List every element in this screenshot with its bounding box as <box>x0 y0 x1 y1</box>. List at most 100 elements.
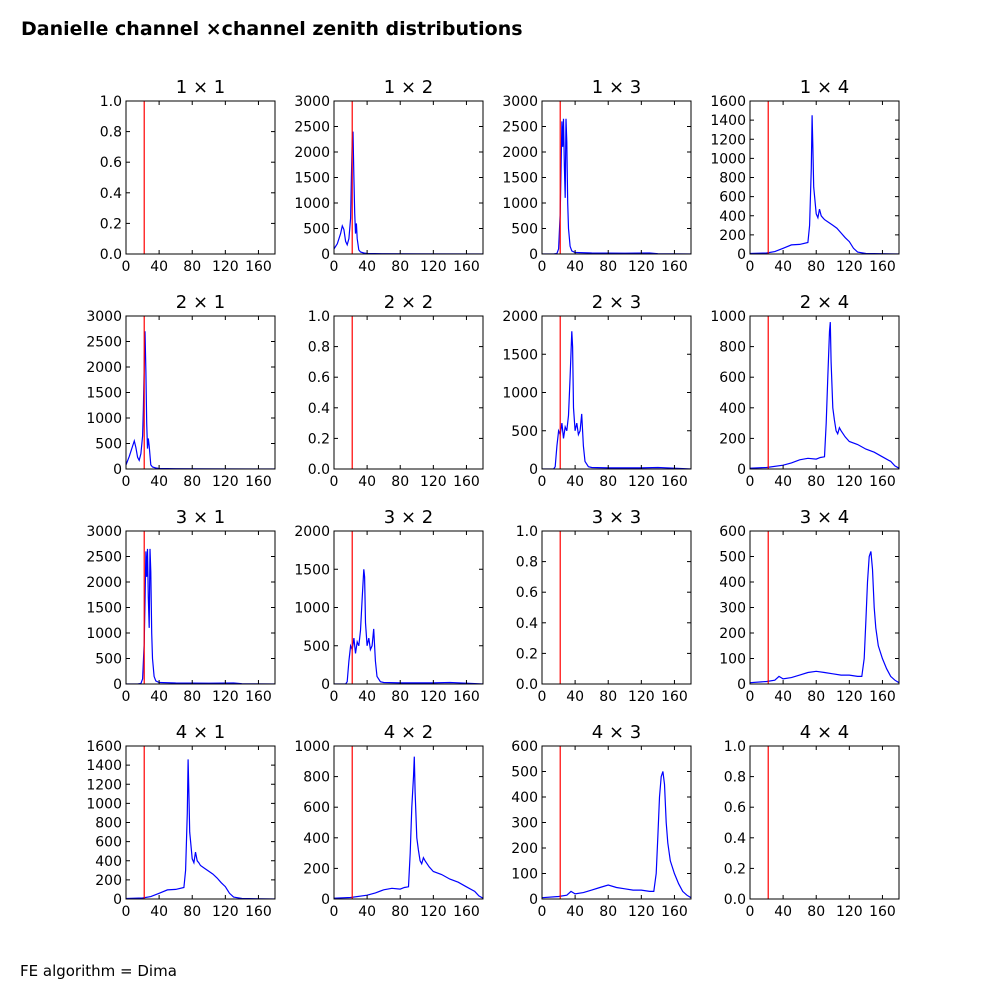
y-tick-label: 600 <box>95 835 122 851</box>
x-tick-label: 0 <box>122 904 131 920</box>
y-tick-label: 500 <box>511 765 538 781</box>
x-tick-label: 80 <box>807 904 825 920</box>
y-tick-label: 600 <box>719 190 746 206</box>
subplot-1x4: 1 × 40 40 80 120 160020040060080010001200140… <box>710 77 900 275</box>
y-tick-label: 0.6 <box>724 800 746 816</box>
subplot-title: 4 × 2 <box>384 722 433 743</box>
y-tick-label: 0.0 <box>100 247 122 263</box>
y-tick-label: 1000 <box>86 411 122 427</box>
x-tick-label: 120 <box>628 259 655 275</box>
subplot-4x3: 4 × 3 0 40 80 120 160 0 100 200 300 400 500 600 <box>511 722 692 920</box>
data-series-line <box>750 551 899 684</box>
y-tick-label: 1.0 <box>100 94 122 110</box>
figure-footer: FE algorithm = Dima <box>20 962 177 980</box>
x-tick-label: 0 <box>746 259 755 275</box>
x-tick-label: 160 <box>245 689 272 705</box>
x-tick-label: 80 <box>183 259 201 275</box>
x-tick-label: 80 <box>183 689 201 705</box>
x-tick-label: 120 <box>836 689 863 705</box>
subplot-title: 1 × 2 <box>384 77 433 98</box>
y-tick-label: 2000 <box>294 524 330 540</box>
plot-frame <box>125 745 276 900</box>
y-tick-label: 500 <box>95 652 122 668</box>
y-tick-label: 0.4 <box>516 616 538 632</box>
y-tick-label: 1400 <box>86 758 122 774</box>
data-series-line <box>750 115 899 254</box>
y-tick-label: 2000 <box>86 360 122 376</box>
x-tick-label: 80 <box>391 689 409 705</box>
x-tick-label: 120 <box>628 904 655 920</box>
data-series-line <box>334 756 483 899</box>
x-tick-label: 160 <box>245 904 272 920</box>
y-tick-label: 2500 <box>86 335 122 351</box>
x-tick-label: 0 <box>746 689 755 705</box>
y-tick-label: 1.0 <box>724 739 746 755</box>
x-tick-label: 160 <box>869 474 896 490</box>
x-tick-label: 40 <box>566 689 584 705</box>
y-tick-label: 3000 <box>502 94 538 110</box>
y-tick-label: 600 <box>303 800 330 816</box>
plot-frame <box>541 745 692 900</box>
x-tick-label: 40 <box>566 474 584 490</box>
x-tick-label: 120 <box>836 474 863 490</box>
y-tick-label: 1000 <box>502 196 538 212</box>
x-tick-label: 0 <box>538 259 547 275</box>
y-tick-label: 0 <box>529 892 538 908</box>
y-tick-label: 400 <box>719 209 746 225</box>
x-tick-label: 120 <box>628 474 655 490</box>
x-tick-label: 0 <box>538 904 547 920</box>
y-tick-label: 3000 <box>86 524 122 540</box>
subplot-3x1: 3 × 1 0 40 80 120 160 0 500 1000 1500 2000 2500 3000 <box>86 507 276 705</box>
subplot-title: 3 × 3 <box>592 507 641 528</box>
y-tick-label: 800 <box>303 770 330 786</box>
data-series-line <box>750 322 899 469</box>
x-tick-label: 0 <box>122 689 131 705</box>
x-tick-label: 80 <box>391 259 409 275</box>
y-tick-label: 400 <box>719 575 746 591</box>
data-series-line <box>542 331 691 469</box>
y-tick-label: 1500 <box>294 171 330 187</box>
x-tick-label: 160 <box>661 259 688 275</box>
data-series-line <box>126 548 275 684</box>
x-tick-label: 80 <box>183 904 201 920</box>
x-tick-label: 160 <box>245 474 272 490</box>
x-tick-label: 40 <box>358 474 376 490</box>
x-tick-label: 80 <box>599 689 617 705</box>
y-tick-label: 0 <box>737 462 746 478</box>
y-tick-label: 1000 <box>502 386 538 402</box>
y-tick-label: 200 <box>95 873 122 889</box>
x-tick-label: 0 <box>330 474 339 490</box>
x-tick-label: 160 <box>869 904 896 920</box>
subplot-2x1: 2 × 1 0 40 80 120 160 0 500 1000 1500 2000 2500 3000 <box>86 292 276 490</box>
y-tick-label: 500 <box>511 222 538 238</box>
y-tick-label: 1000 <box>710 151 746 167</box>
y-tick-label: 1500 <box>86 386 122 402</box>
y-tick-label: 2000 <box>502 309 538 325</box>
y-tick-label: 500 <box>303 222 330 238</box>
x-tick-label: 40 <box>150 259 168 275</box>
y-tick-label: 1.0 <box>308 309 330 325</box>
y-tick-label: 500 <box>95 437 122 453</box>
y-tick-label: 1500 <box>502 347 538 363</box>
y-tick-label: 2000 <box>502 145 538 161</box>
y-tick-label: 0 <box>321 677 330 693</box>
subplot-4x4: 4 × 4 0 40 80 120 160 0.0 0.2 0.4 0.6 0.8 1.0 <box>724 722 900 920</box>
y-tick-label: 1500 <box>502 171 538 187</box>
y-tick-label: 800 <box>719 340 746 356</box>
subplot-title: 4 × 3 <box>592 722 641 743</box>
plot-frame <box>749 315 900 470</box>
plot-frame <box>333 315 484 470</box>
x-tick-label: 0 <box>746 904 755 920</box>
y-tick-label: 0.2 <box>724 861 746 877</box>
y-tick-label: 500 <box>303 639 330 655</box>
y-tick-label: 2500 <box>502 120 538 136</box>
x-tick-label: 120 <box>420 259 447 275</box>
x-tick-label: 120 <box>212 904 239 920</box>
data-series-line <box>334 569 483 684</box>
plot-frame <box>125 315 276 470</box>
y-tick-label: 1000 <box>294 196 330 212</box>
x-tick-label: 80 <box>599 259 617 275</box>
data-series-line <box>334 131 483 254</box>
x-tick-label: 80 <box>599 904 617 920</box>
subplot-title: 2 × 4 <box>800 292 849 313</box>
